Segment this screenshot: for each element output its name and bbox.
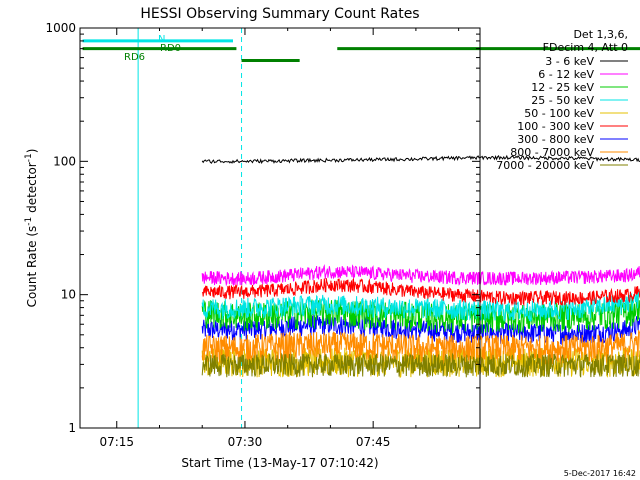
flag-label-rd6: RD6 xyxy=(124,52,145,63)
x-axis-label: Start Time (13-May-17 07:10:42) xyxy=(181,456,378,470)
x-tick-label-07:15: 07:15 xyxy=(99,435,134,449)
legend-label-8: 7000 - 20000 keV xyxy=(496,159,594,172)
flag-label-rd0: RD0 xyxy=(160,43,181,54)
legend-header-line-1: Det 1,3,6, xyxy=(573,28,628,41)
y-axis-label-main: Count Rate (s xyxy=(25,226,39,308)
legend-label-1: 6 - 12 keV xyxy=(538,68,594,81)
y-tick-label-1: 1 xyxy=(68,421,76,435)
flag-label-n: N xyxy=(158,34,165,45)
legend-label-7: 800 - 7000 keV xyxy=(510,146,594,159)
legend-label-0: 3 - 6 keV xyxy=(545,55,594,68)
legend-label-6: 300 - 800 keV xyxy=(517,133,594,146)
x-tick-label-07:30: 07:30 xyxy=(228,435,263,449)
footer-date: 5-Dec-2017 16:42 xyxy=(564,469,636,478)
legend-label-5: 100 - 300 keV xyxy=(517,120,594,133)
x-tick-label-07:45: 07:45 xyxy=(356,435,391,449)
legend-label-4: 50 - 100 keV xyxy=(524,107,594,120)
axis-ticks: 07:15 07:30 07:45 1 10 100 1000 xyxy=(45,21,480,449)
y-tick-label-1000: 1000 xyxy=(45,21,76,35)
y-axis-label-mid: detector xyxy=(25,162,39,217)
plot-frame xyxy=(79,27,481,429)
y-axis-label-end: ) xyxy=(25,149,39,154)
legend-label-2: 12 - 25 keV xyxy=(531,81,594,94)
y-axis-label-sup1: -1 xyxy=(24,217,34,226)
y-tick-label-10: 10 xyxy=(61,288,76,302)
y-axis-label: Count Rate (s-1 detector-1) xyxy=(24,149,39,308)
series-line-6-12kev xyxy=(201,264,640,287)
series-line-25-50kev xyxy=(201,288,640,322)
legend-label-3: 25 - 50 keV xyxy=(531,94,594,107)
legend-header-line-2: FDecim 4, Att 0 xyxy=(543,41,628,54)
y-tick-label-100: 100 xyxy=(53,154,76,168)
chart-title: HESSI Observing Summary Count Rates xyxy=(140,6,419,22)
y-axis-label-sup2: -1 xyxy=(24,153,34,162)
